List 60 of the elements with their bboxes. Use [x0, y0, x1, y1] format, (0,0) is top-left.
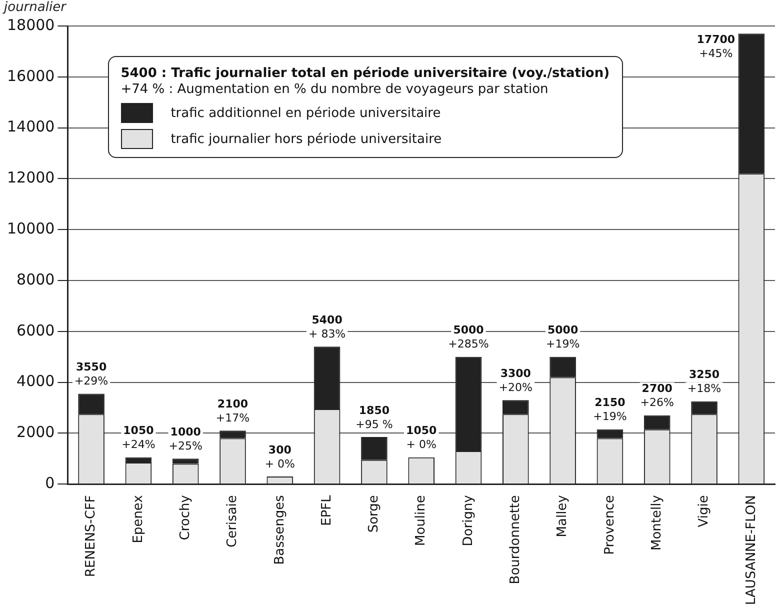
annotation: +25%	[168, 440, 202, 453]
x-tick-label: EPFL	[319, 494, 334, 526]
annotation: +19%	[546, 338, 580, 351]
x-tick-label: Cerisaie	[225, 495, 240, 548]
annotation: +285%	[448, 338, 489, 351]
x-tick-label: Dorigny	[460, 494, 476, 546]
y-tick-label: 4000	[16, 372, 55, 390]
x-tick-label: Mouline	[414, 495, 429, 546]
y-tick-label: 10000	[7, 219, 55, 238]
y-tick-label: 12000	[7, 168, 55, 187]
annotation: + 0%	[264, 457, 295, 470]
legend-label: trafic journalier hors période universitaire	[170, 132, 442, 146]
total-label: 3300	[500, 366, 532, 380]
x-tick-label: Epenex	[130, 494, 146, 544]
x-tick-label: Bassenges	[272, 494, 288, 565]
total-label: 1050	[123, 424, 154, 438]
total-label: 5000	[453, 324, 484, 337]
total-label: 5400	[312, 314, 343, 327]
y-tick-label: 0	[45, 474, 55, 492]
y-tick-label: 18000	[7, 16, 55, 34]
legend-label: trafic additionnel en période universitaire	[170, 106, 441, 120]
total-label: 1050	[406, 424, 438, 438]
y-tick-label: 6000	[16, 321, 55, 340]
x-tick-label: Montelly	[649, 494, 664, 551]
annotation: +18%	[687, 382, 722, 396]
x-tick-label: Bourdonnette	[508, 495, 524, 584]
y-axis-title: journalier	[4, 0, 66, 15]
x-tick-label: Crochy	[178, 494, 193, 540]
annotation: + 0%	[406, 438, 436, 452]
y-tick-label: 8000	[16, 270, 55, 288]
annotation: +19%	[593, 410, 627, 424]
total-label: 17700	[696, 32, 736, 46]
total-label: 2700	[642, 382, 673, 396]
annotation: +24%	[122, 438, 156, 452]
annotation: + 83%	[308, 328, 346, 341]
x-tick-label: RENENS-CFF	[84, 495, 99, 577]
total-label: 300	[268, 443, 292, 456]
total-label: 5000	[548, 324, 578, 337]
total-label: 3250	[688, 368, 720, 382]
annotation: +26%	[640, 396, 674, 410]
x-tick-label: Malley	[555, 494, 570, 538]
x-tick-label: Sorge	[366, 495, 382, 533]
annotation: +95 %	[356, 418, 393, 431]
annotation: +74 % : Augmentation en % du nombre de voyageurs par station	[120, 82, 550, 97]
annotation: 5400 : Trafic journalier total en période universitaire (voy./station)	[120, 66, 610, 81]
x-tick-label: Vigie	[696, 495, 712, 528]
y-tick-label: 14000	[7, 118, 55, 136]
total-label: 2100	[217, 398, 248, 411]
x-tick-label: Provence	[602, 495, 618, 555]
y-tick-label: 2000	[16, 423, 55, 442]
annotation: +20%	[498, 380, 532, 394]
total-label: 1850	[358, 404, 390, 417]
total-label: 1000	[170, 426, 202, 439]
annotation: +29%	[74, 374, 108, 388]
annotation: +17%	[216, 412, 250, 425]
annotation: +45%	[699, 46, 733, 60]
total-label: 2150	[594, 396, 626, 410]
x-tick-label: LAUSANNE-FLON	[744, 495, 759, 606]
y-tick-label: 16000	[7, 66, 55, 85]
total-label: 3550	[76, 360, 107, 374]
